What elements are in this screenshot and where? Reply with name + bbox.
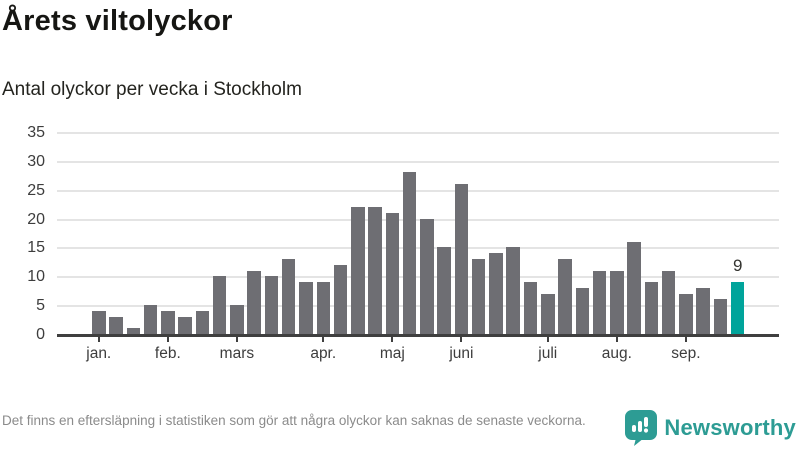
gridline [57,247,779,250]
x-axis-line [57,334,779,337]
x-axis-month-label: maj [379,345,405,362]
bar [489,253,503,334]
y-axis-tick-label: 35 [27,124,45,141]
chart-subtitle: Antal olyckor per vecka i Stockholm [2,79,302,100]
bar [471,258,486,334]
x-axis-tick [684,335,687,342]
bar [126,328,141,334]
bar [247,270,261,334]
y-axis-tick-label: 30 [27,152,45,170]
x-axis-tick [391,335,394,342]
x-axis-tick [235,335,238,342]
bar [281,258,296,334]
bar [109,316,123,334]
gridline [57,305,779,308]
bar [558,258,572,334]
bar [575,287,590,334]
bar [368,207,382,334]
y-axis-tick-label: 10 [27,268,45,286]
bar [696,287,710,334]
bar [333,264,348,334]
x-axis-tick [546,335,549,342]
bar [644,282,659,334]
x-axis-month-label: apr. [310,345,337,362]
bar [92,310,106,334]
gridline [57,218,779,221]
bar [230,305,244,334]
bar [264,276,279,334]
bar [178,316,192,334]
bar [351,207,365,334]
bar-value-label: 9 [733,256,743,276]
x-axis-month-label: aug. [601,345,632,362]
page-title: Årets viltolyckor [2,5,233,37]
bar [195,310,210,334]
x-axis-month-label: juni [449,345,474,362]
x-axis-month-label: mars [219,345,255,362]
bar [506,247,520,334]
bar [627,241,641,334]
x-axis-tick [460,335,463,342]
bar [541,293,555,334]
bar [299,282,313,334]
bar [420,218,434,334]
gridline [57,276,779,279]
y-axis-tick-label: 0 [36,326,45,343]
bar-chart: jan. feb. mars apr. maj juni juli aug. sep. 9 0 5 1… [27,124,779,362]
plot-area: jan. feb. mars apr. maj juni juli aug. sep. 9 [57,132,779,362]
y-axis-tick-label: 20 [27,210,45,228]
footnote: Det finns en eftersläpning i statistiken… [2,413,586,428]
bar [713,299,728,334]
bar [523,282,538,334]
x-axis-tick [322,335,325,342]
bar [661,270,676,334]
gridline [57,132,779,134]
y-axis-tick-label: 25 [27,181,45,199]
newsworthy-bubble-chart-icon [625,410,658,446]
x-axis-tick [97,335,100,342]
newsworthy-logo: Newsworthy [625,410,796,446]
bar [679,293,693,334]
bar [454,183,469,334]
x-axis-tick [615,335,618,342]
bar [161,310,175,334]
gridline [57,160,779,163]
x-axis-month-label: feb. [154,345,181,362]
x-axis-month-label: jan. [86,345,112,362]
y-axis-tick-label: 5 [36,297,45,315]
y-axis-tick-label: 15 [27,239,45,257]
bar [437,247,451,334]
bar [402,172,417,334]
bar [316,282,330,334]
newsworthy-wordmark: Newsworthy [664,415,796,440]
x-axis-month-label: juli [538,345,558,362]
bar [143,305,158,334]
bar [212,276,227,334]
bar-current-week [730,282,745,334]
gridline [57,189,779,192]
bar [385,212,400,334]
bar [592,270,607,334]
bar [610,270,624,334]
x-axis-month-label: sep. [671,345,701,362]
x-axis-tick [166,335,169,342]
